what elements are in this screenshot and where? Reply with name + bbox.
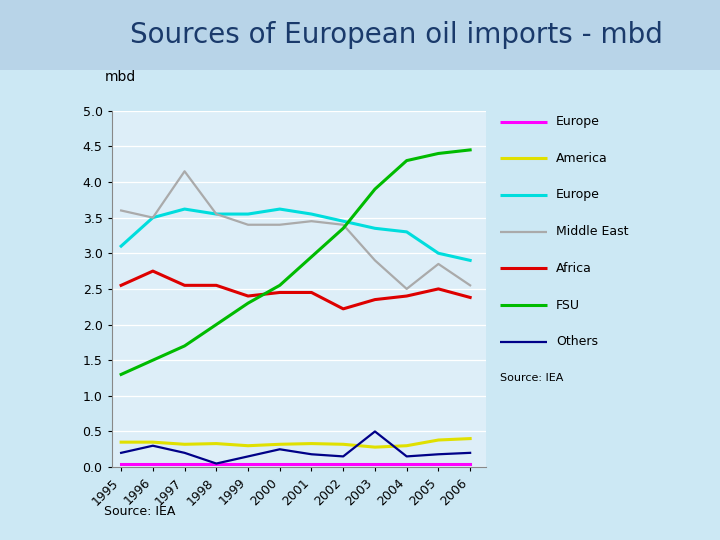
Text: Source: IEA: Source: IEA [104,505,176,518]
Text: mbd: mbd [104,70,135,84]
Text: America: America [556,152,608,165]
Text: Middle East: Middle East [556,225,629,238]
Text: Sources of European oil imports - mbd: Sources of European oil imports - mbd [130,21,662,49]
Text: Others: Others [556,335,598,348]
Text: Africa: Africa [556,262,592,275]
Text: Europe: Europe [556,115,600,128]
Text: Source: IEA: Source: IEA [500,373,564,383]
Text: FSU: FSU [556,299,580,312]
Text: Europe: Europe [556,188,600,201]
